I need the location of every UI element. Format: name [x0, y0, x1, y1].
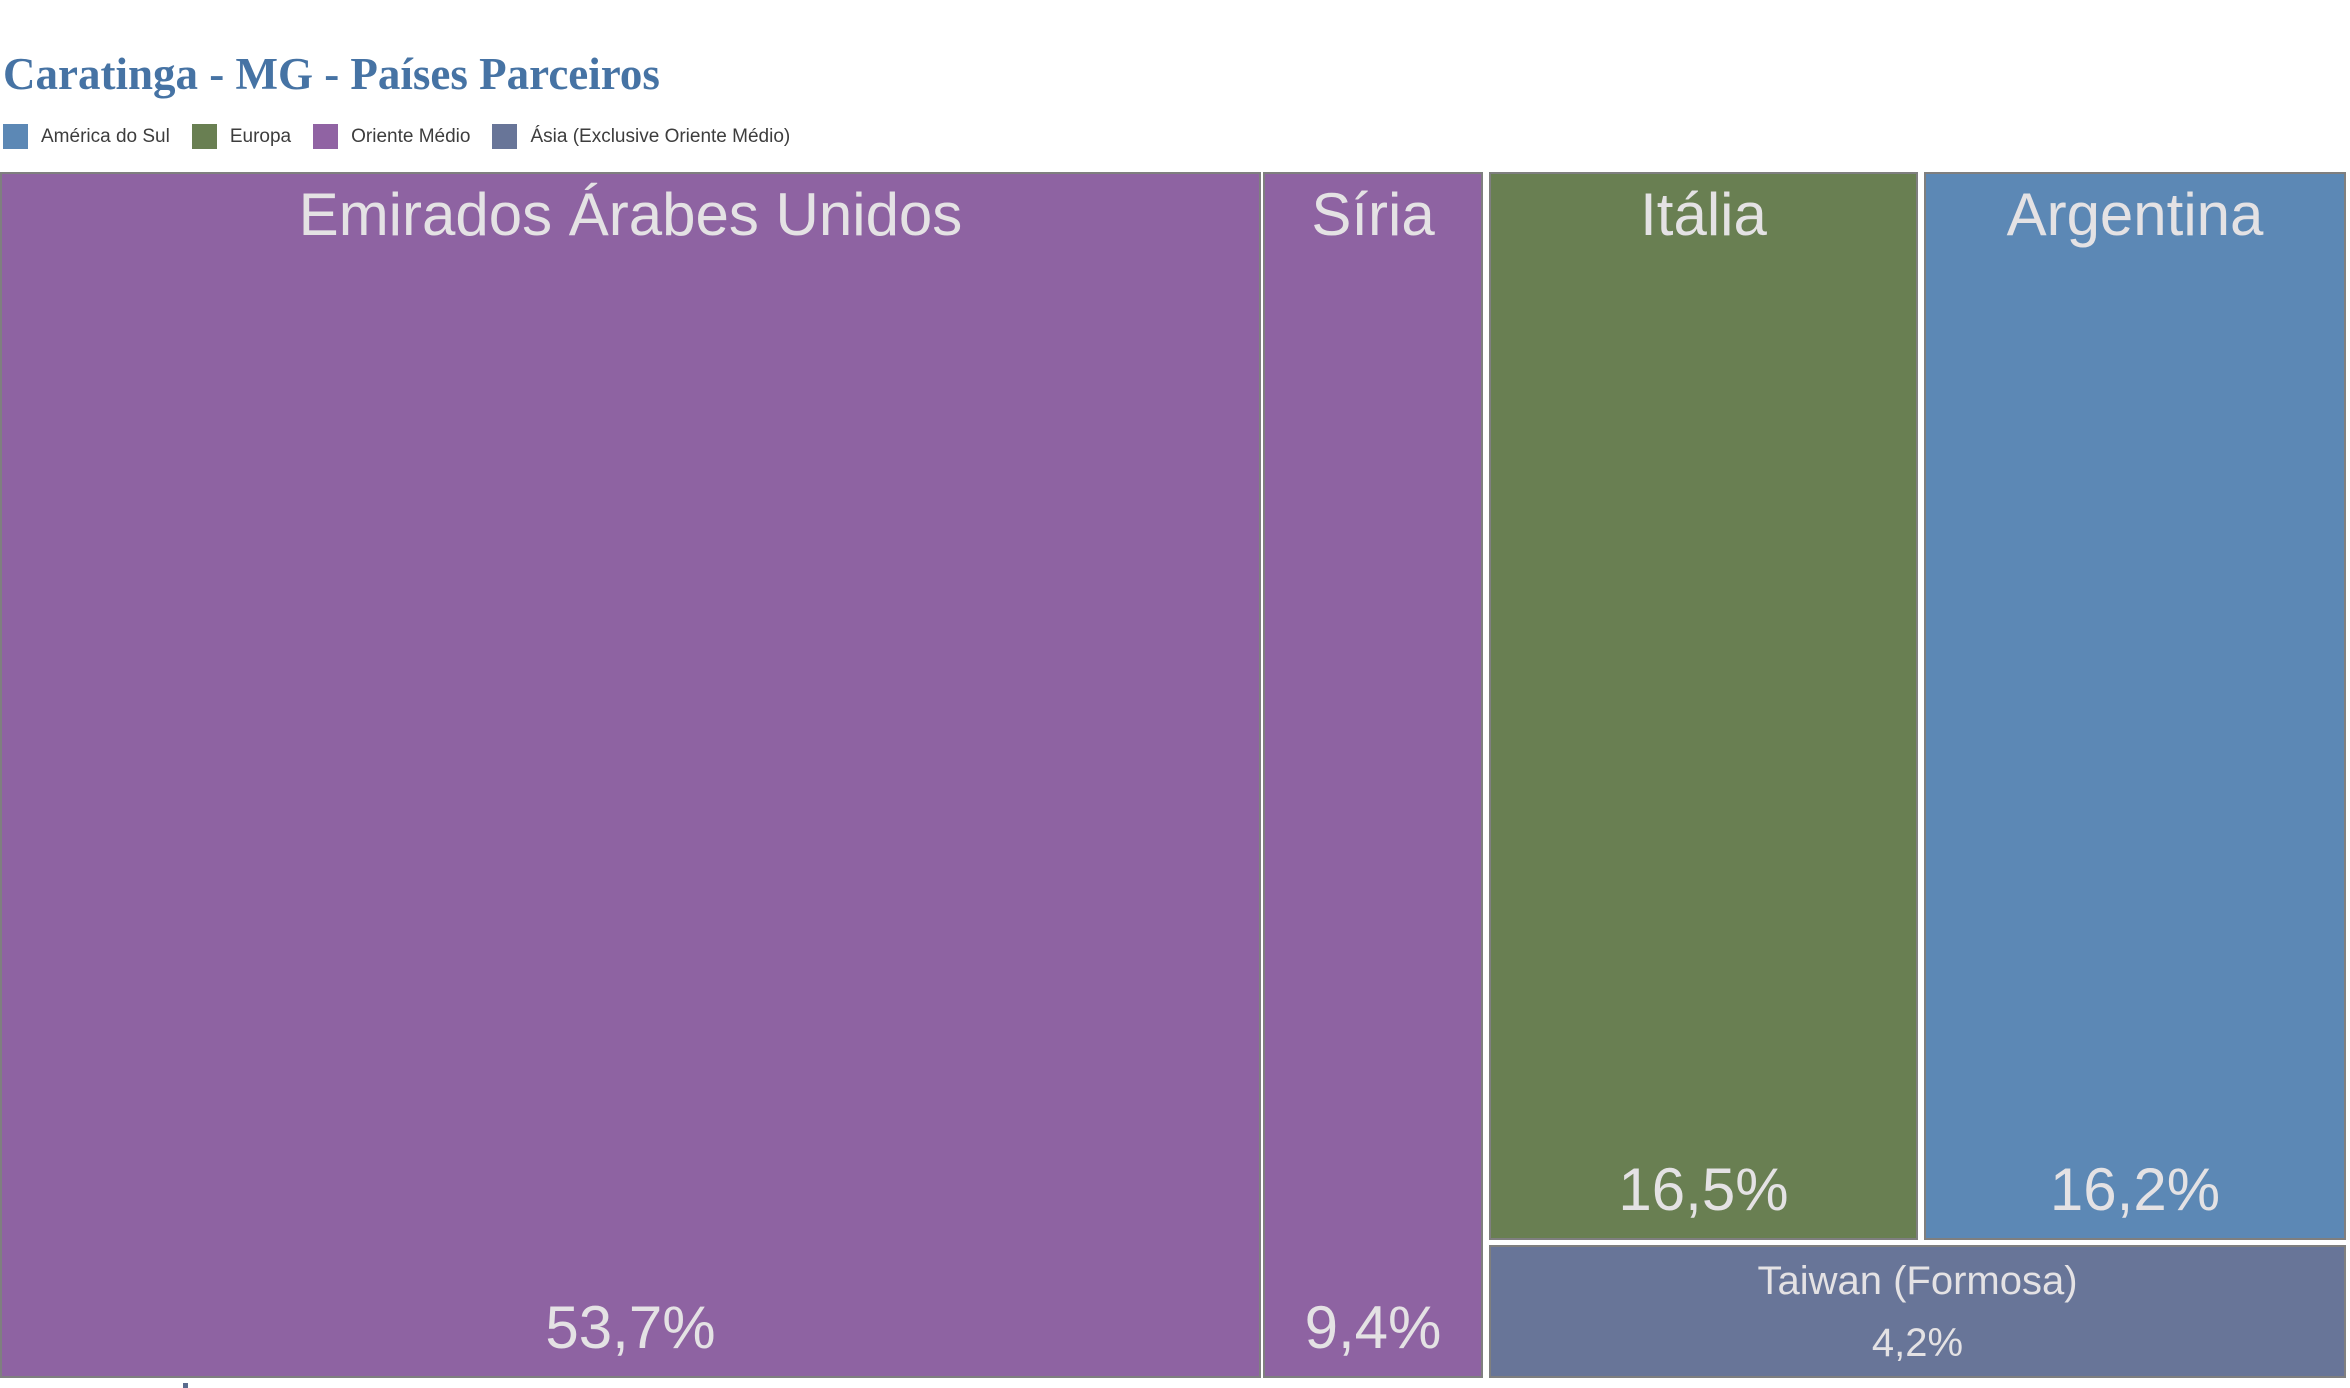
legend-item-america-do-sul[interactable]: América do Sul	[3, 124, 170, 149]
treemap-cell-argentina[interactable]: Argentina 16,2%	[1924, 172, 2346, 1240]
cutoff-text-artifact	[183, 1383, 188, 1388]
cell-label: Síria	[1311, 181, 1435, 248]
cell-value: 9,4%	[1304, 1294, 1442, 1361]
cell-value: 16,5%	[1618, 1156, 1789, 1223]
cell-value: 4,2%	[1871, 1320, 1964, 1365]
cell-label: Argentina	[2006, 181, 2264, 248]
treemap: Emirados Árabes Unidos 53,7% Síria 9,4% …	[0, 172, 2350, 1378]
legend-label: Europa	[229, 125, 292, 147]
legend-swatch-asia	[492, 124, 518, 149]
cell-label: Taiwan (Formosa)	[1757, 1258, 2078, 1303]
treemap-cell-taiwan-formosa[interactable]: Taiwan (Formosa) 4,2%	[1489, 1245, 2346, 1378]
legend-label: Ásia (Exclusive Oriente Médio)	[530, 125, 791, 147]
page-title: Caratinga - MG - Países Parceiros	[3, 49, 660, 99]
legend-swatch-europa	[191, 124, 217, 149]
legend-item-oriente-medio[interactable]: Oriente Médio	[313, 124, 470, 149]
cell-label: Emirados Árabes Unidos	[298, 181, 963, 248]
treemap-cell-emirados-arabes-unidos[interactable]: Emirados Árabes Unidos 53,7%	[0, 172, 1261, 1378]
treemap-cell-siria[interactable]: Síria 9,4%	[1263, 172, 1483, 1378]
cell-label: Itália	[1640, 181, 1767, 248]
legend-swatch-america-do-sul	[3, 124, 28, 149]
legend-label: Oriente Médio	[351, 125, 471, 147]
treemap-cell-italia[interactable]: Itália 16,5%	[1489, 172, 1918, 1240]
legend: América do Sul Europa Oriente Médio Ásia…	[3, 124, 790, 149]
legend-item-europa[interactable]: Europa	[191, 124, 292, 149]
chart-header: Caratinga - MG - Países Parceiros Améric…	[0, 0, 2350, 172]
legend-item-asia[interactable]: Ásia (Exclusive Oriente Médio)	[492, 124, 790, 149]
legend-label: América do Sul	[41, 125, 170, 147]
cell-value: 53,7%	[545, 1294, 716, 1361]
cell-value: 16,2%	[2049, 1156, 2221, 1223]
legend-swatch-oriente-medio	[313, 124, 339, 149]
